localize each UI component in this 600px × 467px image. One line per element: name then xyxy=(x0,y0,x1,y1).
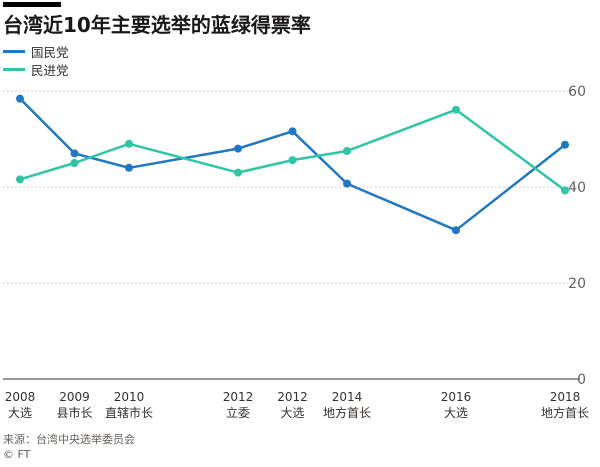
series-line-dpp xyxy=(19,108,566,192)
data-point-dpp xyxy=(452,105,460,114)
x-tick-label: 大选 xyxy=(444,406,468,420)
data-point-kmt xyxy=(234,144,242,153)
data-point-kmt xyxy=(70,149,79,158)
data-point-kmt xyxy=(561,140,569,149)
legend-swatch-dpp xyxy=(3,67,25,71)
data-point-dpp xyxy=(125,139,133,148)
data-point-kmt xyxy=(125,163,133,172)
x-tick-label: 立委 xyxy=(226,405,250,420)
y-tick-label: 60 xyxy=(568,84,586,100)
x-tick-label: 大选 xyxy=(280,406,304,420)
x-tick-label: 县市长 xyxy=(56,405,92,420)
data-point-kmt xyxy=(343,179,351,188)
chart-title: 台湾近10年主要选举的蓝绿得票率 xyxy=(3,13,311,37)
y-tick-label: 40 xyxy=(568,180,586,196)
data-point-kmt xyxy=(288,127,297,136)
x-tick-label: 直辖市长 xyxy=(105,405,153,420)
title-accent-bar xyxy=(3,2,61,7)
x-tick-year: 2014 xyxy=(332,390,363,404)
x-tick-label: 地方首长 xyxy=(541,405,589,420)
legend-label-dpp: 民进党 xyxy=(31,62,69,78)
y-tick-label: 0 xyxy=(577,372,586,388)
data-point-dpp xyxy=(343,147,351,155)
data-point-dpp xyxy=(561,186,569,195)
data-point-kmt xyxy=(16,94,24,103)
x-tick-label: 地方首长 xyxy=(323,405,371,420)
data-point-dpp xyxy=(288,156,297,165)
legend-item-dpp: 民进党 xyxy=(3,60,69,78)
data-point-dpp xyxy=(16,175,24,184)
data-point-kmt xyxy=(452,226,460,235)
x-tick-year: 2012 xyxy=(277,390,308,404)
legend-swatch-kmt xyxy=(3,49,25,53)
x-tick-year: 2012 xyxy=(223,390,254,404)
legend-label-kmt: 国民党 xyxy=(31,44,69,60)
x-tick-year: 2009 xyxy=(59,390,90,404)
x-tick-label: 大选 xyxy=(8,406,32,420)
series-line-kmt xyxy=(19,97,566,232)
x-tick-year: 2016 xyxy=(441,390,472,404)
source-note: 来源：台湾中央选举委员会 xyxy=(3,433,135,446)
data-point-dpp xyxy=(234,168,242,177)
legend-item-kmt: 国民党 xyxy=(3,42,69,60)
x-tick-year: 2010 xyxy=(114,390,145,404)
credit: © FT xyxy=(3,448,31,461)
x-tick-year: 2018 xyxy=(550,390,581,404)
data-point-dpp xyxy=(70,159,79,167)
x-tick-year: 2008 xyxy=(5,390,36,404)
y-tick-label: 20 xyxy=(568,276,586,292)
legend: 国民党 民进党 xyxy=(3,42,69,78)
